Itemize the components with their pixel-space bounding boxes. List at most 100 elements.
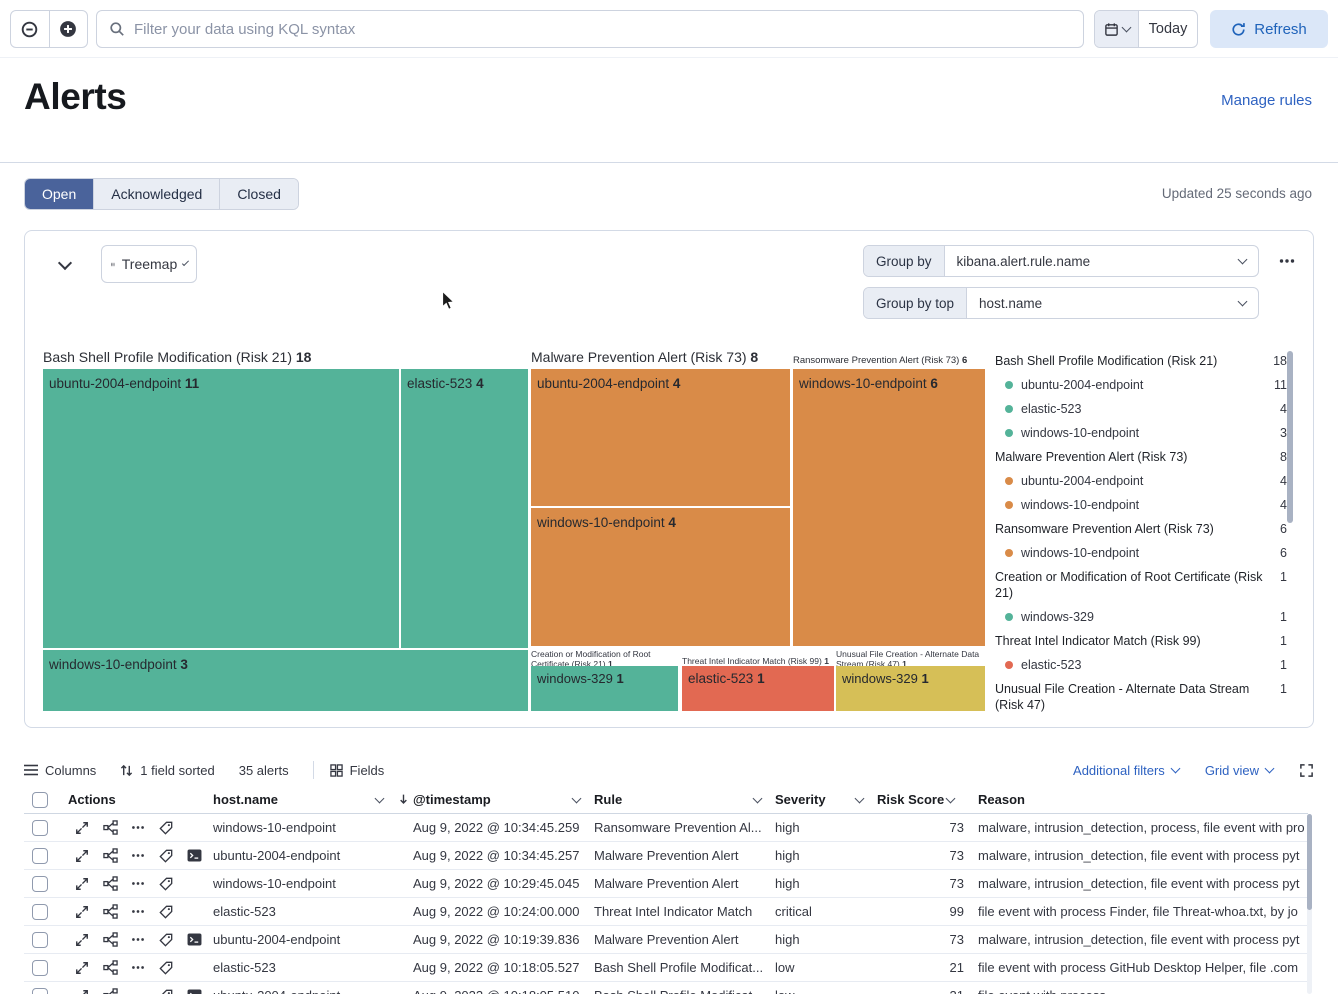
- group-by-top-select[interactable]: host.name: [967, 288, 1258, 318]
- date-picker-calendar-button[interactable]: [1095, 11, 1139, 47]
- legend-item[interactable]: windows-10-endpoint 3: [995, 421, 1287, 445]
- sort-fields-button[interactable]: 1 field sorted: [120, 763, 215, 778]
- kql-search-input[interactable]: [134, 20, 1071, 38]
- more-actions-icon[interactable]: [124, 928, 152, 952]
- row-checkbox[interactable]: [32, 987, 48, 994]
- col-header-severity[interactable]: Severity: [775, 792, 877, 807]
- legend-item[interactable]: windows-10-endpoint 6: [995, 541, 1287, 565]
- treemap-cell[interactable]: ubuntu-2004-endpoint 11: [43, 369, 399, 648]
- alert-row[interactable]: ubuntu-2004-endpoint Aug 9, 2022 @ 10:18…: [24, 982, 1308, 994]
- fullscreen-icon[interactable]: [1299, 763, 1314, 778]
- row-checkbox[interactable]: [32, 931, 48, 948]
- col-header-rule[interactable]: Rule: [594, 792, 775, 807]
- alert-row[interactable]: ubuntu-2004-endpoint Aug 9, 2022 @ 10:19…: [24, 926, 1308, 954]
- alert-row[interactable]: windows-10-endpoint Aug 9, 2022 @ 10:34:…: [24, 814, 1308, 842]
- tab-open[interactable]: Open: [25, 179, 95, 209]
- investigate-in-timeline-icon[interactable]: [152, 956, 180, 980]
- legend-item[interactable]: ubuntu-2004-endpoint 4: [995, 469, 1287, 493]
- fields-button[interactable]: Fields: [329, 763, 384, 778]
- session-view-icon[interactable]: [180, 844, 208, 868]
- col-header-host[interactable]: host.name: [213, 792, 397, 807]
- add-filter-button[interactable]: [48, 11, 88, 47]
- row-checkbox[interactable]: [32, 903, 48, 920]
- query-menu-button[interactable]: [11, 11, 49, 47]
- col-header-risk-score[interactable]: Risk Score: [877, 792, 968, 807]
- investigate-in-timeline-icon[interactable]: [152, 816, 180, 840]
- manage-rules-link[interactable]: Manage rules: [1221, 92, 1312, 109]
- row-checkbox[interactable]: [32, 875, 48, 892]
- alert-row[interactable]: elastic-523 Aug 9, 2022 @ 10:18:05.527 B…: [24, 954, 1308, 982]
- more-actions-icon[interactable]: [124, 984, 152, 994]
- legend-item[interactable]: Unusual File Creation - Alternate Data S…: [995, 682, 1287, 712]
- table-scrollbar-thumb[interactable]: [1307, 814, 1312, 910]
- investigate-in-timeline-icon[interactable]: [152, 900, 180, 924]
- date-today-button[interactable]: Today: [1148, 21, 1188, 37]
- more-actions-icon[interactable]: [124, 816, 152, 840]
- analyze-event-icon[interactable]: [96, 928, 124, 952]
- legend-item[interactable]: Malware Prevention Alert (Risk 73) 8: [995, 450, 1287, 464]
- alert-row[interactable]: elastic-523 Aug 9, 2022 @ 10:24:00.000 T…: [24, 898, 1308, 926]
- analyze-event-icon[interactable]: [96, 984, 124, 994]
- tab-closed[interactable]: Closed: [220, 179, 298, 209]
- row-checkbox[interactable]: [32, 959, 48, 976]
- session-view-icon[interactable]: [180, 928, 208, 952]
- treemap-cell[interactable]: windows-329 1: [836, 666, 985, 711]
- investigate-in-timeline-icon[interactable]: [152, 984, 180, 994]
- investigate-in-timeline-icon[interactable]: [152, 928, 180, 952]
- analyze-event-icon[interactable]: [96, 872, 124, 896]
- alert-row[interactable]: windows-10-endpoint Aug 9, 2022 @ 10:29:…: [24, 870, 1308, 898]
- session-view-icon[interactable]: [180, 984, 208, 994]
- legend-item[interactable]: Bash Shell Profile Modification (Risk 21…: [995, 354, 1287, 368]
- legend-item[interactable]: Ransomware Prevention Alert (Risk 73) 6: [995, 522, 1287, 536]
- treemap-cell[interactable]: windows-329 1: [531, 666, 678, 711]
- analyze-event-icon[interactable]: [96, 956, 124, 980]
- legend-scrollbar[interactable]: [1287, 351, 1293, 523]
- treemap-cell[interactable]: elastic-523 1: [682, 666, 834, 711]
- panel-options-button[interactable]: [1273, 247, 1301, 275]
- treemap-cell[interactable]: windows-10-endpoint 4: [531, 508, 790, 646]
- alert-row[interactable]: ubuntu-2004-endpoint Aug 9, 2022 @ 10:34…: [24, 842, 1308, 870]
- additional-filters-button[interactable]: Additional filters: [1073, 763, 1181, 778]
- row-checkbox[interactable]: [32, 819, 48, 836]
- legend-item[interactable]: elastic-523 4: [995, 397, 1287, 421]
- investigate-in-timeline-icon[interactable]: [152, 872, 180, 896]
- more-actions-icon[interactable]: [124, 872, 152, 896]
- expand-alert-icon[interactable]: [68, 928, 96, 952]
- kql-search-bar[interactable]: [96, 10, 1084, 48]
- row-checkbox[interactable]: [32, 847, 48, 864]
- legend-item[interactable]: Threat Intel Indicator Match (Risk 99) 1: [995, 634, 1287, 648]
- expand-alert-icon[interactable]: [68, 844, 96, 868]
- analyze-event-icon[interactable]: [96, 844, 124, 868]
- col-header-timestamp[interactable]: @timestamp: [397, 792, 594, 807]
- expand-alert-icon[interactable]: [68, 956, 96, 980]
- columns-button[interactable]: Columns: [24, 763, 96, 778]
- analyze-event-icon[interactable]: [96, 816, 124, 840]
- refresh-button[interactable]: Refresh: [1210, 10, 1328, 48]
- treemap-cell[interactable]: ubuntu-2004-endpoint 4: [531, 369, 790, 506]
- tab-acknowledged[interactable]: Acknowledged: [94, 179, 221, 209]
- select-all-checkbox[interactable]: [32, 791, 48, 808]
- expand-alert-icon[interactable]: [68, 900, 96, 924]
- expand-alert-icon[interactable]: [68, 984, 96, 994]
- legend-item[interactable]: ubuntu-2004-endpoint 11: [995, 373, 1287, 397]
- treemap-cell[interactable]: windows-10-endpoint 6: [793, 369, 985, 646]
- legend-item[interactable]: elastic-523 1: [995, 653, 1287, 677]
- chart-view-select[interactable]: Treemap: [101, 245, 197, 283]
- collapse-panel-button[interactable]: [53, 253, 77, 277]
- legend-item[interactable]: windows-10-endpoint 4: [995, 493, 1287, 517]
- expand-alert-icon[interactable]: [68, 872, 96, 896]
- expand-alert-icon[interactable]: [68, 816, 96, 840]
- treemap-cell[interactable]: windows-10-endpoint 3: [43, 650, 528, 711]
- more-actions-icon[interactable]: [124, 900, 152, 924]
- more-actions-icon[interactable]: [124, 844, 152, 868]
- investigate-in-timeline-icon[interactable]: [152, 844, 180, 868]
- table-scrollbar[interactable]: [1307, 814, 1312, 994]
- legend-item[interactable]: windows-329 1: [995, 605, 1287, 629]
- more-actions-icon[interactable]: [124, 956, 152, 980]
- grid-view-button[interactable]: Grid view: [1205, 763, 1275, 778]
- legend-item[interactable]: Creation or Modification of Root Certifi…: [995, 570, 1287, 600]
- treemap-cell[interactable]: elastic-523 4: [401, 369, 528, 648]
- group-by-select[interactable]: kibana.alert.rule.name: [945, 246, 1258, 276]
- col-header-reason[interactable]: Reason: [978, 792, 1025, 807]
- analyze-event-icon[interactable]: [96, 900, 124, 924]
